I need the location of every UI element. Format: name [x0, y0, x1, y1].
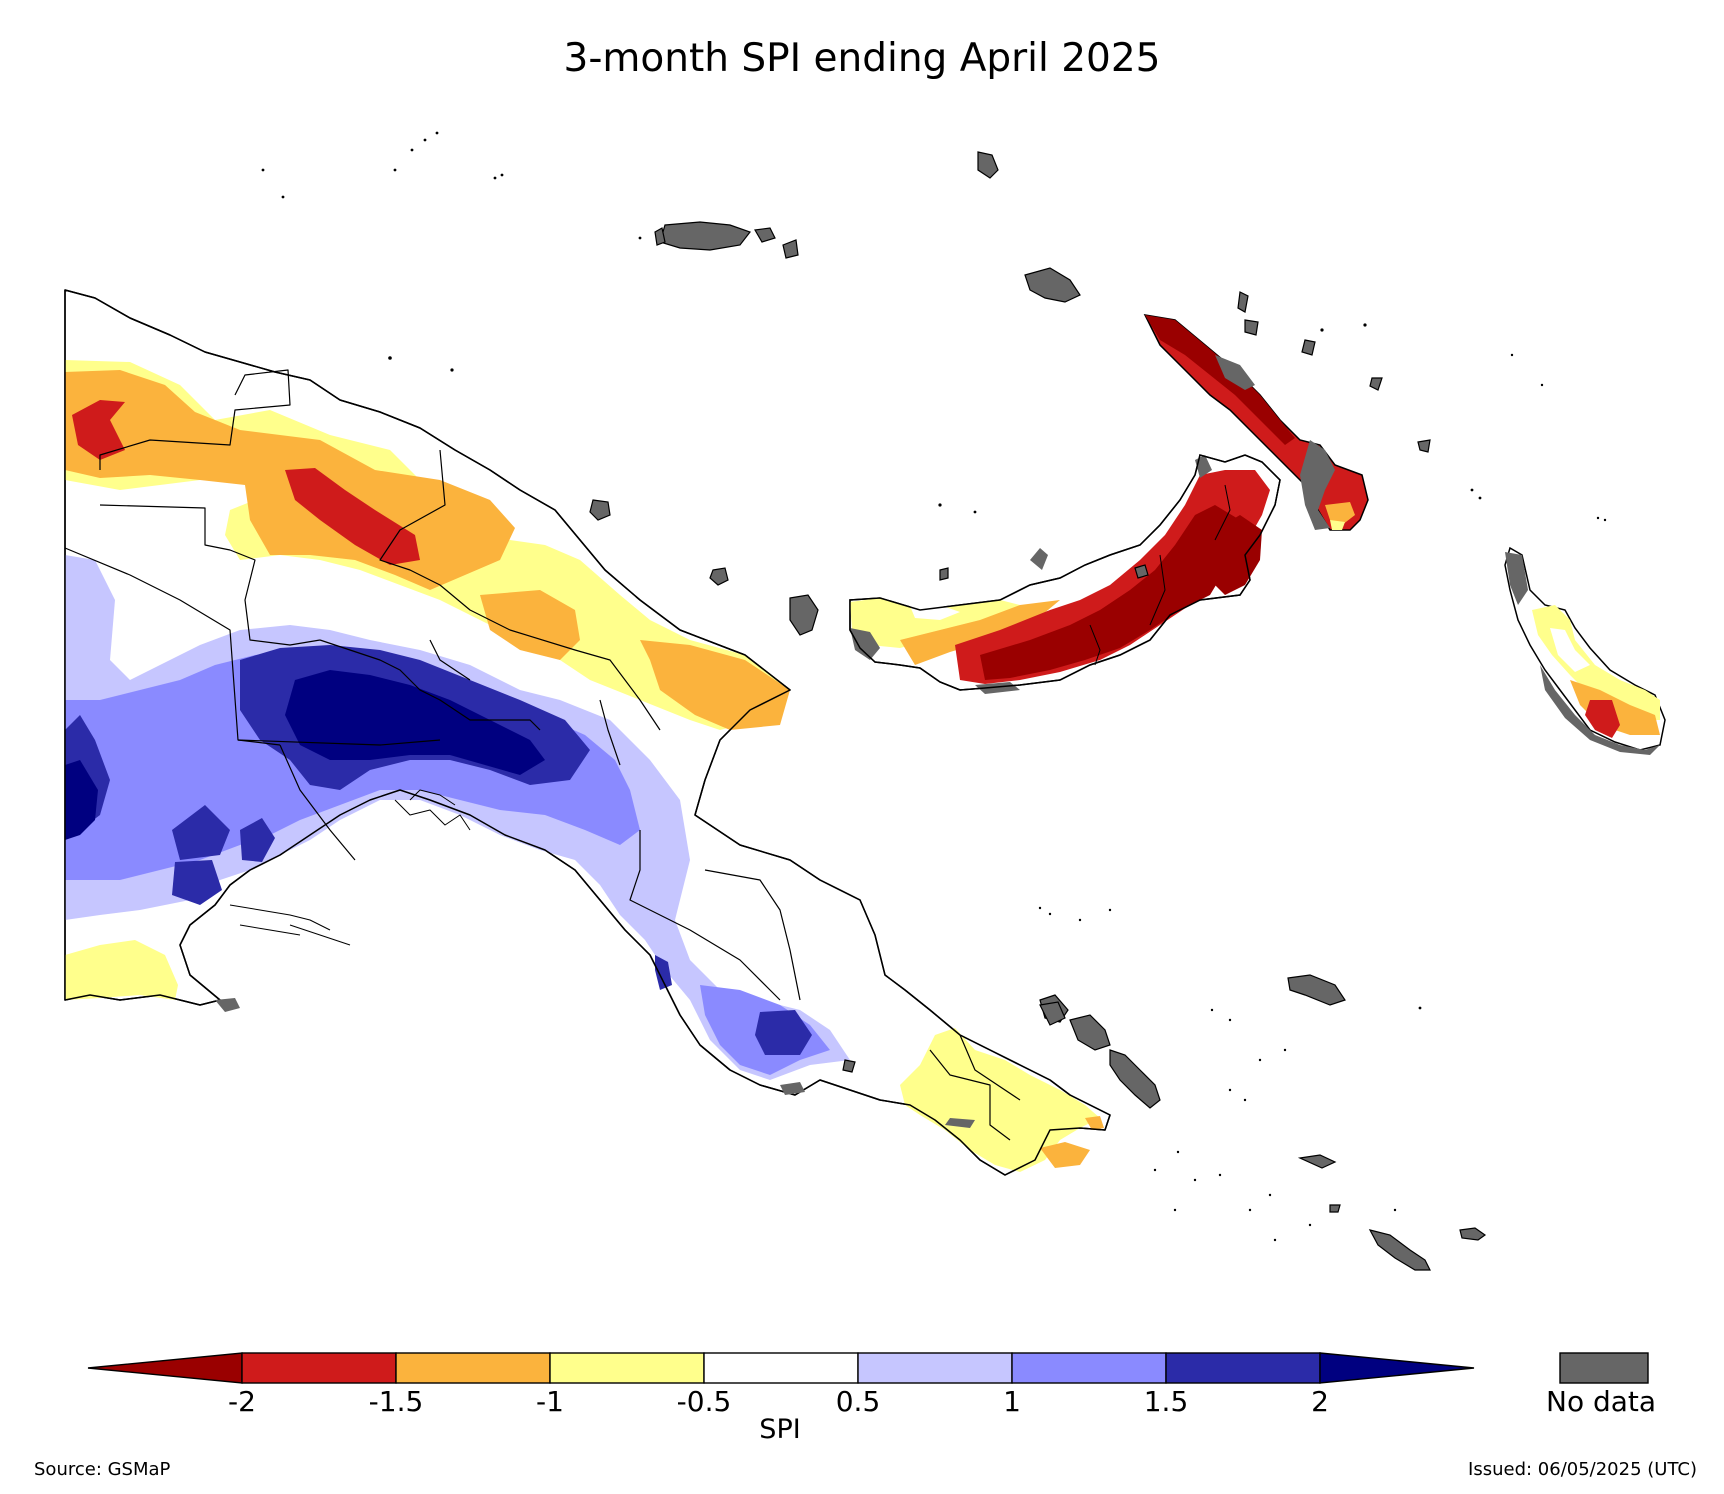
- bv-orange: [1570, 680, 1660, 735]
- ni-island-small: [1134, 564, 1149, 579]
- colorbar: [87, 1352, 1649, 1384]
- karkar: [589, 499, 611, 521]
- zone-orange-ne-mainland-2: [640, 640, 790, 730]
- nodata-mainland-3: [945, 1118, 975, 1128]
- green-islands: [1417, 439, 1431, 453]
- nodata-mainland-1: [215, 998, 240, 1012]
- ni-nodata-2: [1300, 440, 1335, 530]
- woodlark: [1287, 974, 1346, 1006]
- louisiade-small: [1329, 1204, 1341, 1213]
- manus-island: [659, 221, 751, 251]
- ni-darkred: [1145, 315, 1295, 445]
- bv-red: [1585, 700, 1620, 738]
- source-note: Source: GSMaP: [34, 1459, 171, 1480]
- bv-white: [1550, 628, 1590, 672]
- tagula: [1368, 1229, 1431, 1271]
- colorbar-tick: -1.5: [368, 1385, 424, 1418]
- zone-yellow-southwest: [65, 940, 178, 1000]
- colorbar-extend-high: [1319, 1352, 1475, 1384]
- bv-nodata-1: [1505, 552, 1528, 605]
- nb-nodata-south: [975, 682, 1020, 694]
- bougainville: [1504, 546, 1666, 755]
- nodata-mainland-2: [780, 1082, 805, 1095]
- nodata-islands: [589, 151, 1487, 1271]
- nb-orange: [900, 600, 1060, 665]
- witu: [939, 567, 949, 581]
- goodenough: [1039, 1001, 1066, 1026]
- zone-darkblue-spot3: [172, 860, 222, 905]
- colorbar-bin-4: [703, 1352, 859, 1384]
- colorbar-bin-1: [241, 1352, 397, 1384]
- zone-darkblue-se: [755, 1010, 812, 1055]
- tanga: [1301, 339, 1316, 356]
- manus-west: [654, 227, 666, 246]
- colorbar-bin-7: [1165, 1352, 1321, 1384]
- colorbar-tick: 1.5: [1143, 1385, 1189, 1418]
- ni-yellow: [1330, 520, 1345, 530]
- colorbar-tick: -1: [536, 1385, 564, 1418]
- river-delta: [229, 789, 471, 946]
- colorbar-extend-low: [87, 1352, 243, 1384]
- fergusson: [1069, 1014, 1111, 1051]
- colorbar-tick: 0.5: [835, 1385, 881, 1418]
- map-title: 3-month SPI ending April 2025: [563, 36, 1161, 81]
- new-hanover: [1024, 267, 1081, 303]
- new-britain: [849, 454, 1281, 694]
- zone-red-nw-1: [72, 400, 125, 460]
- zone-orange-se: [1040, 1142, 1090, 1168]
- zone-yellow-se: [900, 1028, 1100, 1172]
- lihir: [1244, 319, 1259, 336]
- zone-navy-central: [285, 670, 545, 775]
- colorbar-bin-3: [549, 1352, 705, 1384]
- nb-yellow: [850, 598, 1020, 648]
- new-ireland: [1143, 314, 1369, 531]
- nodata-swatch: [1559, 1352, 1649, 1384]
- normanby: [1109, 1049, 1161, 1109]
- admiralty-east: [782, 239, 799, 259]
- colorbar-tick: -0.5: [676, 1385, 732, 1418]
- zone-darkblue-spot2: [240, 818, 275, 862]
- issued-note: Issued: 06/05/2025 (UTC): [1468, 1459, 1697, 1480]
- mainland-png: [64, 289, 1111, 1176]
- nb-darkred: [980, 505, 1245, 680]
- rossel: [1459, 1227, 1487, 1241]
- long-island: [709, 567, 729, 586]
- mussau: [977, 151, 999, 179]
- manus-east: [754, 227, 776, 243]
- zone-darkblue-small: [655, 955, 672, 990]
- bv-nodata-2: [1540, 665, 1660, 755]
- zone-navy-west: [65, 760, 98, 840]
- umboi: [789, 594, 819, 636]
- sw-coast-1: [842, 1059, 856, 1073]
- zone-orange-ne-mainland: [480, 590, 580, 660]
- ni-orange: [1325, 502, 1355, 525]
- colorbar-label: SPI: [759, 1414, 801, 1445]
- colorbar-tick: 1: [1003, 1385, 1021, 1418]
- zone-orange-se-2: [1085, 1116, 1104, 1130]
- ni-nodata-1: [1215, 355, 1255, 390]
- nb-nodata-peninsula: [1030, 548, 1048, 570]
- province-borders: [64, 369, 1021, 1141]
- colorbar-bin-5: [857, 1352, 1013, 1384]
- tiny-islands: [261, 131, 1607, 1242]
- misima: [1297, 1154, 1337, 1169]
- nb-nodata-west: [850, 628, 880, 660]
- colorbar-tick: -2: [228, 1385, 256, 1418]
- colorbar-tick: 2: [1311, 1385, 1329, 1418]
- colorbar-bin-2: [395, 1352, 551, 1384]
- nodata-label: No data: [1546, 1385, 1657, 1418]
- tabar: [1237, 291, 1249, 313]
- colorbar-bin-6: [1011, 1352, 1167, 1384]
- zone-darkblue-spot1: [172, 805, 230, 860]
- nb-white: [910, 605, 960, 620]
- feni: [1369, 377, 1383, 391]
- zone-red-nw-2: [285, 468, 420, 565]
